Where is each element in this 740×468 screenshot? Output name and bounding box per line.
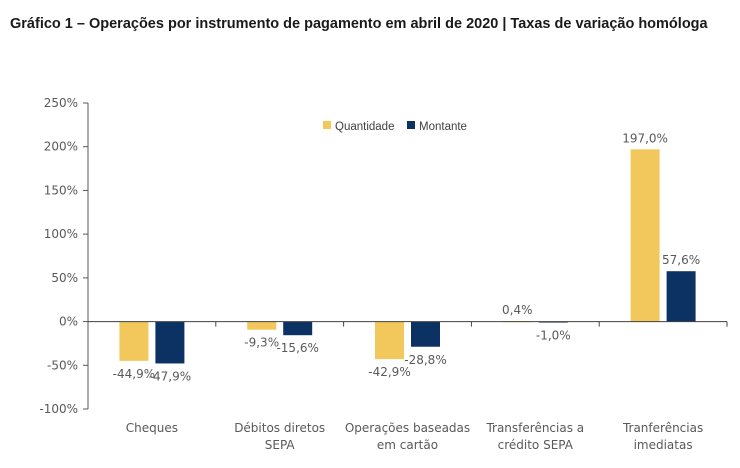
data-label: -9,3% [244, 336, 279, 350]
data-label: -15,6% [276, 341, 318, 355]
bar-quantidade [119, 321, 149, 361]
data-label: -28,8% [404, 353, 446, 367]
y-tick-label: -50% [47, 358, 78, 372]
data-label: 0,4% [502, 303, 533, 317]
chart-title: Gráfico 1 – Operações por instrumento de… [10, 16, 708, 32]
legend-swatch-quantidade [323, 121, 331, 129]
data-label: -42,9% [368, 365, 410, 379]
bar-quantidade [375, 321, 404, 360]
category-label: SEPA [265, 438, 296, 452]
category-label: Transferências a [485, 421, 584, 435]
y-tick-label: 50% [51, 271, 78, 285]
category-label: em cartão [377, 438, 438, 452]
bar-montante [155, 321, 185, 364]
category-label: Operações baseadas [345, 421, 470, 435]
data-label: -44,9% [113, 367, 155, 381]
y-tick-label: 150% [44, 183, 78, 197]
category-label: Tranferências [622, 421, 703, 435]
category-label: imediatas [634, 438, 693, 452]
data-label: -1,0% [536, 329, 571, 343]
data-label: 57,6% [662, 253, 700, 267]
category-label: crédito SEPA [498, 438, 574, 452]
y-tick-label: 0% [59, 315, 78, 329]
legend-swatch-montante [407, 121, 415, 129]
y-tick-label: 250% [44, 96, 78, 110]
bar-quantidade [247, 321, 277, 330]
bar-montante [411, 321, 440, 347]
y-tick-label: 200% [44, 140, 78, 154]
y-tick-label: 100% [44, 227, 78, 241]
data-label: -47,9% [149, 369, 191, 383]
data-label: 197,0% [622, 131, 668, 145]
category-label: Cheques [126, 421, 178, 435]
y-tick-label: -100% [39, 402, 78, 416]
bar-montante [283, 321, 313, 336]
bar-quantidade [630, 149, 660, 322]
bar-montante [666, 271, 696, 322]
legend-label: Montante [419, 121, 467, 133]
legend-label: Quantidade [335, 121, 394, 133]
category-label: Débitos diretos [234, 421, 325, 435]
